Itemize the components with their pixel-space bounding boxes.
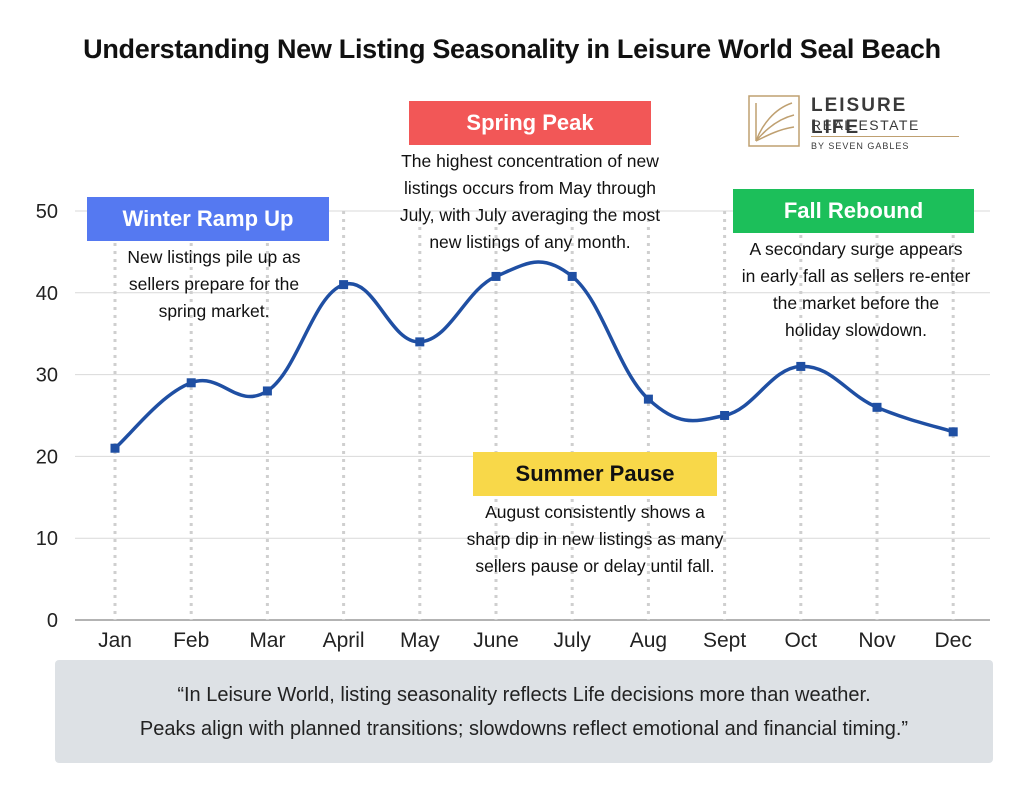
note-line: sellers prepare for the [128,274,300,294]
note-line: the market before the [772,293,940,313]
data-point [186,378,196,388]
fall-rebound-note: A secondary surge appears in early fall … [712,236,1000,344]
chart-title: Understanding New Listing Seasonality in… [83,34,941,64]
x-tick-label: Sept [703,629,746,652]
x-tick-label: Dec [935,629,972,652]
x-tick-label: Aug [630,629,667,652]
note-line: in early fall as sellers re-enter [741,266,971,286]
data-point [491,271,501,281]
x-tick-label: Nov [858,629,896,652]
note-line: spring market. [158,301,270,321]
logo-mark-icon [748,95,800,147]
logo-tagline: BY SEVEN GABLES [811,141,910,151]
brand-logo: LEISURE LIFE REAL ESTATE BY SEVEN GABLES [748,95,963,155]
note-line: listings occurs from May through [404,178,656,198]
spring-peak-note: The highest concentration of new listing… [355,148,705,256]
note-line: holiday slowdown. [784,320,928,340]
note-line: July, with July averaging the most [399,205,661,225]
quote-banner: “In Leisure World, listing seasonality r… [55,660,993,763]
x-tick-label: May [400,629,440,652]
spring-peak-label: Spring Peak [409,101,651,145]
data-point [872,402,882,412]
x-tick-label: Jan [98,629,132,652]
y-tick-label: 10 [36,528,58,550]
summer-pause-label: Summer Pause [473,452,717,496]
x-tick-label: Feb [173,629,209,652]
series-points [110,271,958,453]
x-tick-label: Mar [249,629,285,652]
data-point [262,386,272,396]
note-line: New listings pile up as [127,247,301,267]
note-line: sellers pause or delay until fall. [475,556,715,576]
logo-divider [811,136,959,137]
note-line: A secondary surge appears [749,239,963,259]
y-axis-ticks: 0 10 20 30 40 50 [36,201,58,632]
note-line: The highest concentration of new [401,151,659,171]
y-tick-label: 30 [36,365,58,387]
y-tick-label: 0 [47,610,58,632]
y-tick-label: 40 [36,283,58,305]
x-tick-label: Oct [784,629,817,652]
data-point [110,443,120,453]
y-tick-label: 50 [36,201,58,223]
x-tick-label: April [323,629,365,652]
y-tick-label: 20 [36,446,58,468]
note-line: August consistently shows a [485,502,705,522]
data-point [948,427,958,437]
data-point [415,337,425,347]
data-point [720,411,730,420]
note-line: sharp dip in new listings as many [466,529,724,549]
quote-line-1: “In Leisure World, listing seasonality r… [177,684,871,706]
winter-ramp-note: New listings pile up as sellers prepare … [80,244,348,325]
winter-ramp-label: Winter Ramp Up [87,197,329,241]
logo-subtitle: REAL ESTATE [811,117,920,133]
quote-line-2: Peaks align with planned transitions; sl… [139,718,909,740]
x-tick-label: June [473,629,519,652]
x-tick-label: July [554,629,592,652]
fall-rebound-label: Fall Rebound [733,189,974,233]
data-point [796,361,806,371]
data-point [567,271,577,281]
x-axis-ticks: Jan Feb Mar April May June July Aug Sept Oct Nov De… [98,629,972,652]
logo-name: LEISURE LIFE [811,95,908,138]
data-point [339,280,349,290]
note-line: new listings of any month. [429,232,631,252]
data-point [643,394,653,404]
summer-pause-note: August consistently shows a sharp dip in… [425,499,765,580]
line-chart: 0 10 20 30 40 50 Jan Feb Mar April May June July Aug… [36,201,990,652]
